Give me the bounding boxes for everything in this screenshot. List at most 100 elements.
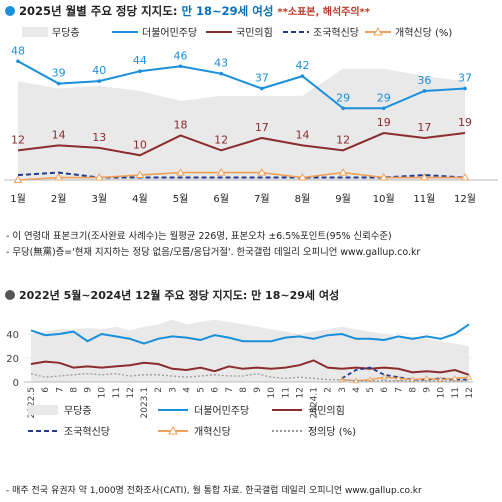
x-tick-label: 2 — [324, 387, 334, 393]
legend-marker-reform — [373, 26, 383, 36]
area-no-party — [31, 319, 469, 382]
top-title: 2025년 월별 주요 정당 지지도: 만 18~29세 여성 **소표본, 해석… — [19, 4, 371, 18]
point-reform — [13, 175, 23, 183]
point-reform — [257, 168, 267, 176]
point-dpk — [97, 79, 102, 83]
x-tick-label: 4 — [182, 387, 192, 393]
area-no-party — [18, 68, 465, 180]
data-label: 10 — [133, 138, 147, 151]
legend-label: 더불어민주당 — [142, 27, 197, 39]
x-tick-label: 10월 — [373, 193, 395, 205]
x-tick-label: 11 — [112, 387, 122, 398]
data-label: 29 — [336, 91, 350, 104]
x-tick-label: 9 — [253, 387, 263, 393]
data-label: 44 — [133, 54, 147, 67]
x-tick-label: 4 — [352, 387, 362, 393]
point-dpk — [16, 59, 20, 64]
point-reform — [94, 173, 104, 181]
legend-label: 무당층 — [64, 405, 92, 417]
x-tick-label: 9월 — [335, 193, 351, 205]
point-reform — [298, 173, 307, 181]
x-tick-label: 5월 — [173, 193, 189, 205]
data-label: 17 — [417, 121, 431, 134]
point-dpk — [219, 71, 223, 76]
x-tick-label: 2월 — [51, 193, 67, 205]
y-tick-label: 40 — [6, 330, 19, 341]
x-tick-label: 7 — [55, 387, 65, 393]
point-reform — [135, 170, 145, 179]
x-tick-label: 11 — [281, 387, 291, 398]
y-tick-label: 20 — [6, 354, 19, 365]
point-reform — [465, 373, 473, 380]
series-line-1 — [17, 60, 466, 110]
legend-swatch-none — [28, 405, 58, 415]
x-tick-label: 3 — [338, 387, 348, 393]
x-tick-label: 12 — [126, 387, 136, 398]
legend-label: 조국혁신당 — [313, 27, 359, 39]
point-dpk — [341, 106, 345, 111]
x-tick-label: 8 — [239, 387, 249, 393]
legend-swatch-none — [22, 27, 48, 37]
point-reform — [460, 173, 470, 181]
data-label: 12 — [11, 133, 25, 146]
x-tick-label: 10 — [98, 387, 108, 399]
x-tick-label: 9 — [423, 387, 433, 393]
x-tick-label: 8 — [408, 387, 418, 393]
data-label: 17 — [255, 121, 269, 134]
series-line-2 — [30, 359, 470, 376]
series-line-1 — [30, 323, 470, 345]
legend-label: 개혁신당 — [194, 426, 231, 438]
x-tick-label: 5 — [366, 387, 376, 393]
legend-label: 개혁신당 (%) — [395, 27, 452, 39]
top-title-warning: **소표본, 해석주의** — [277, 5, 370, 18]
x-tick-label: 3 — [168, 387, 178, 393]
legend-label: 국민의힘 — [236, 27, 273, 39]
x-tick-label: 7 — [225, 387, 235, 393]
data-label: 13 — [92, 131, 106, 144]
top-chart: 무당층 더불어민주당 국민의힘 조국혁신당 개혁신당 (%) 48 39 40 44 46 43 37… — [4, 26, 498, 205]
point-dpk — [260, 86, 264, 91]
point-reform — [366, 376, 374, 382]
x-tick-label: 11월 — [413, 193, 435, 205]
x-tick-label: 11 — [451, 387, 461, 398]
data-label: 43 — [214, 57, 228, 70]
x-tick-label: 2 — [154, 387, 164, 393]
data-label: 18 — [174, 118, 188, 131]
x-tick-label: 3월 — [91, 193, 107, 205]
point-reform — [338, 168, 348, 176]
series-line-3 — [341, 366, 469, 381]
x-tick-label: 9 — [84, 387, 94, 393]
data-label: 19 — [458, 116, 472, 129]
point-reform — [381, 373, 388, 380]
x-tick-label: 6 — [211, 387, 221, 393]
legend-label: 더불어민주당 — [194, 405, 249, 417]
data-label: 12 — [336, 133, 350, 146]
x-tick-label: 2022.5 — [27, 387, 37, 419]
x-tick-label: 10 — [267, 387, 277, 399]
data-label: 12 — [214, 133, 228, 146]
top-title-bar: 2025년 월별 주요 정당 지지도: 만 18~29세 여성 **소표본, 해석… — [5, 4, 371, 18]
x-tick-label: 8월 — [295, 193, 311, 205]
x-tick-label: 6 — [380, 387, 390, 393]
point-dpk — [300, 74, 305, 78]
legend-label: 국민의힘 — [308, 405, 345, 417]
top-title-highlight: 만 18~29세 여성 — [181, 4, 273, 18]
x-tick-label: 1월 — [10, 193, 26, 205]
point-dpk — [56, 81, 61, 86]
series-line-4 — [17, 171, 465, 181]
point-dpk — [381, 106, 386, 111]
x-tick-label: 12 — [465, 387, 475, 398]
top-note-2: - 무당(無黨)층='현재 지지하는 정당 없음/모름/응답거절'. 한국갤럽 … — [6, 247, 421, 258]
point-dpk — [178, 64, 183, 69]
dot-icon — [5, 6, 15, 16]
bottom-title-bar: 2022년 5월~2024년 12월 주요 정당 지지도: 만 18~29세 여… — [5, 288, 339, 302]
legend-label: 정의당 (%) — [308, 426, 356, 438]
top-note-1: - 이 연령대 표본크기(조사완료 사례수)는 월평균 226명, 표본오차 ±… — [6, 231, 392, 242]
legend-label: 무당층 — [52, 27, 80, 39]
point-dpk — [422, 89, 427, 93]
x-tick-label: 10 — [437, 387, 447, 399]
top-title-main: 2025년 월별 주요 정당 지지도: — [19, 4, 181, 18]
series-line-5 — [30, 372, 469, 382]
data-label: 48 — [11, 44, 25, 57]
